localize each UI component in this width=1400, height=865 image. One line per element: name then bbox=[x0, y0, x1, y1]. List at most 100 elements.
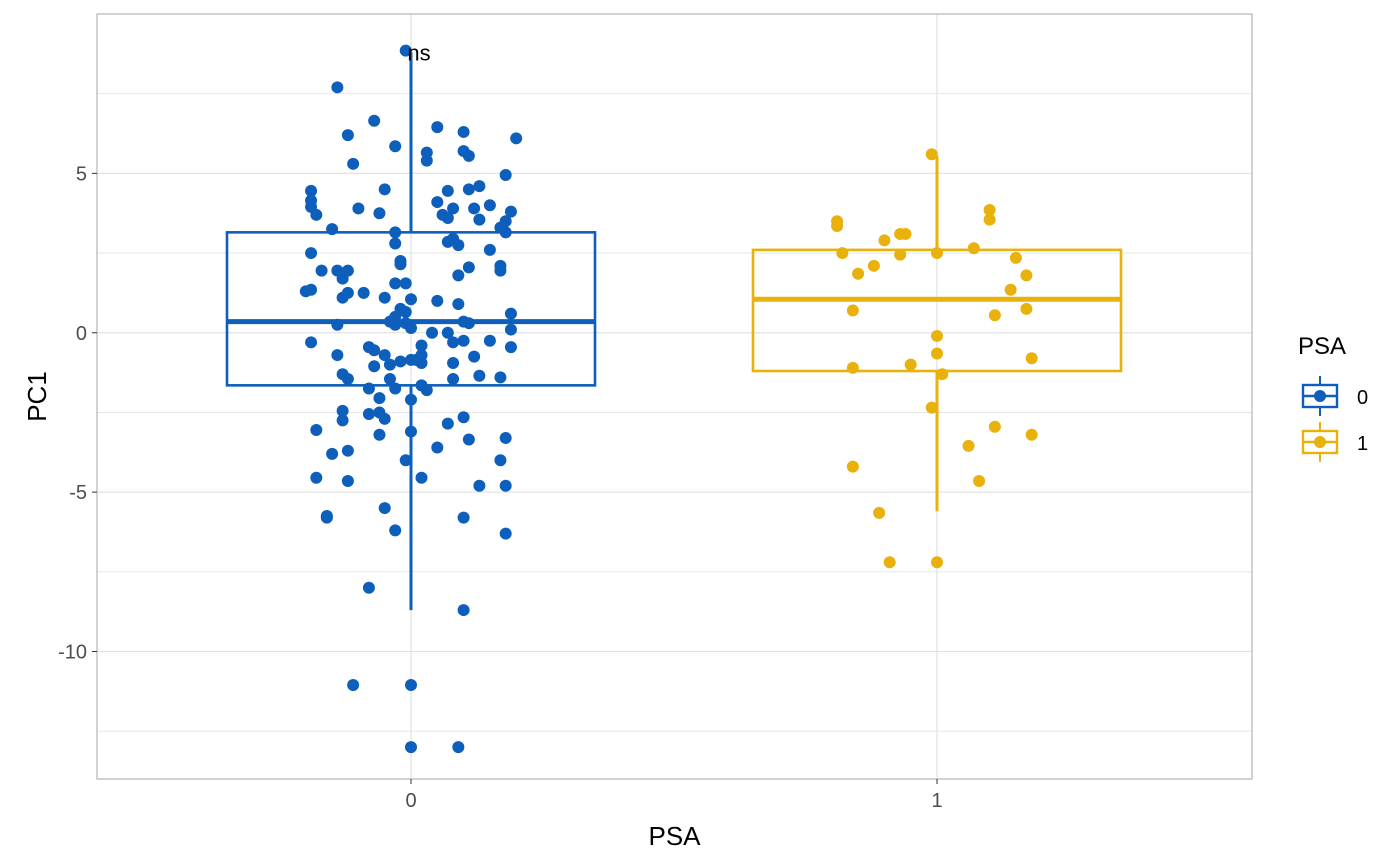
data-point bbox=[341, 129, 354, 142]
data-point bbox=[362, 382, 375, 395]
data-point bbox=[441, 184, 454, 197]
data-point bbox=[431, 294, 444, 307]
y-tick-label: -5 bbox=[69, 482, 87, 504]
data-point bbox=[310, 423, 323, 436]
data-point bbox=[931, 556, 943, 569]
data-point bbox=[305, 336, 318, 349]
data-point bbox=[405, 321, 417, 334]
data-point bbox=[510, 132, 523, 145]
legend-entry-label: 0 bbox=[1357, 387, 1368, 409]
data-point bbox=[831, 219, 844, 232]
data-point bbox=[1025, 428, 1038, 441]
data-point bbox=[331, 81, 344, 94]
data-point bbox=[399, 306, 412, 319]
data-point bbox=[1020, 302, 1033, 315]
data-point bbox=[462, 261, 475, 274]
data-point bbox=[378, 502, 391, 515]
data-point bbox=[347, 157, 360, 170]
data-point bbox=[1020, 269, 1033, 282]
data-point bbox=[483, 199, 496, 212]
data-point bbox=[431, 121, 444, 134]
data-point bbox=[310, 471, 323, 484]
data-point bbox=[967, 242, 980, 255]
data-point bbox=[373, 207, 386, 220]
data-point bbox=[415, 471, 428, 484]
data-point bbox=[305, 184, 318, 197]
data-point bbox=[452, 298, 465, 311]
data-point bbox=[336, 291, 349, 304]
data-point bbox=[447, 357, 460, 370]
data-point bbox=[336, 404, 349, 417]
data-point bbox=[973, 474, 986, 487]
data-point bbox=[499, 527, 512, 540]
data-point bbox=[452, 239, 465, 252]
data-point bbox=[399, 44, 412, 57]
data-point bbox=[1025, 352, 1038, 365]
data-point bbox=[846, 361, 859, 374]
data-point bbox=[378, 183, 391, 196]
data-point bbox=[988, 420, 1001, 433]
data-point bbox=[326, 447, 339, 460]
major-gridlines bbox=[97, 14, 1252, 779]
data-point bbox=[936, 368, 949, 381]
legend-entry-1: 1 bbox=[1301, 422, 1368, 462]
data-point bbox=[441, 417, 454, 430]
data-point bbox=[341, 372, 354, 385]
data-point bbox=[378, 349, 391, 362]
data-point bbox=[389, 277, 402, 290]
data-point bbox=[494, 264, 507, 277]
data-point bbox=[383, 372, 396, 385]
data-point bbox=[499, 226, 512, 239]
box-iqr bbox=[225, 231, 597, 387]
data-point bbox=[462, 149, 475, 162]
data-point bbox=[457, 604, 470, 617]
data-point bbox=[426, 326, 439, 339]
data-point bbox=[899, 227, 912, 240]
data-point bbox=[447, 202, 460, 215]
data-point bbox=[389, 524, 402, 537]
significance-annotation: ns bbox=[407, 41, 430, 66]
y-tick-label: -10 bbox=[58, 642, 87, 664]
data-point bbox=[415, 339, 428, 352]
x-axis-label: PSA bbox=[648, 821, 701, 851]
data-point bbox=[441, 212, 454, 224]
data-point bbox=[873, 506, 886, 519]
data-point bbox=[504, 323, 517, 336]
legend-key-point bbox=[1314, 436, 1326, 448]
data-point bbox=[394, 355, 407, 368]
data-point bbox=[405, 678, 417, 691]
data-point bbox=[462, 433, 475, 446]
data-point bbox=[988, 309, 1001, 322]
data-point bbox=[499, 431, 512, 444]
data-point bbox=[389, 318, 402, 331]
data-point bbox=[931, 347, 943, 360]
y-axis-label: PC1 bbox=[22, 371, 52, 422]
minor-gridlines bbox=[97, 93, 1252, 732]
data-point bbox=[405, 393, 417, 406]
data-point bbox=[504, 341, 517, 354]
data-point bbox=[331, 318, 344, 331]
data-point bbox=[394, 258, 407, 271]
data-point bbox=[499, 168, 512, 181]
data-point bbox=[925, 148, 938, 161]
data-point bbox=[468, 350, 481, 363]
data-point bbox=[431, 441, 444, 454]
data-point bbox=[494, 454, 507, 467]
data-point bbox=[383, 358, 396, 371]
data-point bbox=[336, 414, 349, 427]
legend-key-point bbox=[1314, 390, 1326, 402]
data-point bbox=[983, 204, 996, 217]
data-point bbox=[867, 259, 880, 272]
data-point bbox=[457, 411, 470, 424]
data-point bbox=[389, 237, 402, 250]
data-point bbox=[462, 317, 475, 330]
data-point bbox=[315, 264, 328, 277]
x-tick-label: 1 bbox=[931, 790, 942, 812]
data-point bbox=[931, 247, 943, 260]
data-point bbox=[362, 581, 375, 594]
data-point bbox=[347, 678, 360, 691]
data-point bbox=[894, 248, 907, 261]
data-point bbox=[983, 213, 996, 226]
data-point bbox=[399, 454, 412, 467]
data-point bbox=[373, 428, 386, 441]
